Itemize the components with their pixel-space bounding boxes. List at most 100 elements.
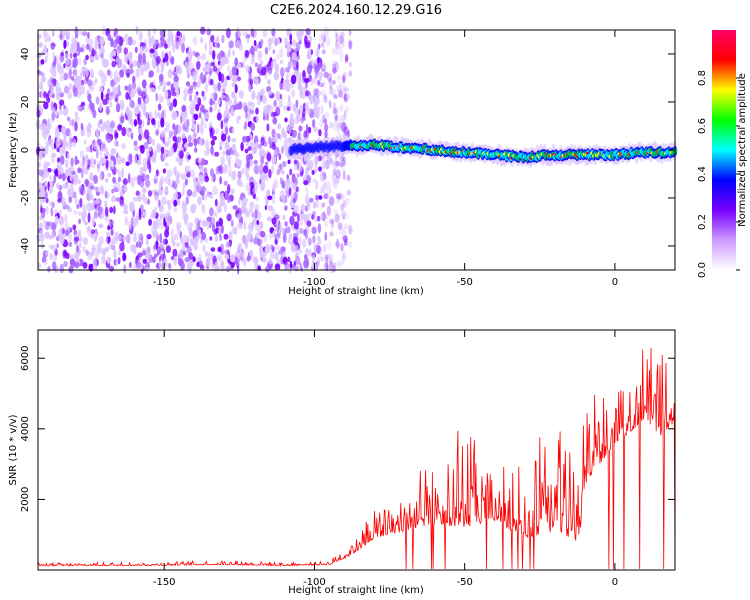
noise-blob	[192, 256, 196, 263]
noise-blob	[317, 223, 322, 234]
noise-blob	[132, 75, 136, 84]
noise-blob	[335, 161, 340, 167]
noise-blob	[72, 52, 78, 58]
noise-blob	[214, 198, 218, 207]
noise-blob	[105, 159, 109, 170]
noise-blob	[317, 235, 321, 242]
noise-blob	[132, 39, 137, 46]
noise-blob	[321, 42, 324, 48]
noise-blob	[72, 138, 77, 148]
noise-blob	[341, 254, 347, 261]
noise-blob	[229, 254, 236, 263]
noise-blob	[284, 36, 288, 46]
noise-blob	[342, 71, 346, 80]
noise-blob	[260, 38, 264, 46]
noise-blob	[348, 224, 353, 235]
noise-blob	[44, 251, 49, 256]
noise-blob	[232, 77, 238, 83]
noise-blob	[175, 179, 181, 185]
noise-blob	[54, 208, 58, 215]
noise-blob	[340, 163, 346, 171]
noise-blob	[337, 223, 343, 228]
noise-blob	[219, 164, 223, 175]
noise-blob	[236, 213, 241, 220]
noise-blob	[332, 179, 337, 185]
noise-blob	[98, 184, 104, 193]
noise-blob	[321, 49, 326, 55]
noise-blob	[198, 253, 202, 262]
noise-blob	[81, 168, 84, 179]
noise-blob	[252, 187, 258, 195]
noise-blob	[192, 122, 196, 131]
noise-blob	[139, 204, 144, 211]
noise-blob	[280, 246, 286, 253]
noise-blob	[288, 124, 292, 134]
noise-blob	[263, 105, 268, 114]
noise-blob	[266, 152, 272, 162]
noise-blob	[68, 83, 72, 91]
noise-blob	[212, 135, 218, 141]
noise-blob	[208, 44, 213, 52]
noise-blob	[172, 248, 178, 258]
noise-blob	[300, 30, 305, 36]
noise-blob	[346, 189, 351, 196]
noise-blob	[335, 193, 341, 200]
noise-blob	[162, 57, 166, 63]
noise-blob	[280, 67, 285, 78]
noise-blob	[82, 262, 88, 269]
noise-blob	[328, 196, 335, 206]
noise-blob	[124, 54, 128, 64]
noise-blob	[273, 99, 277, 107]
noise-blob	[122, 65, 127, 72]
noise-blob	[61, 196, 66, 207]
noise-blob	[50, 100, 54, 110]
noise-blob	[128, 155, 133, 165]
noise-blob	[123, 264, 127, 274]
noise-blob	[247, 230, 253, 237]
noise-blob	[242, 234, 247, 245]
noise-blob	[311, 226, 317, 235]
noise-blob	[180, 236, 184, 245]
noise-blob	[329, 157, 333, 165]
noise-blob	[293, 221, 299, 230]
noise-blob	[291, 51, 297, 61]
noise-blob	[170, 228, 174, 238]
noise-blob	[99, 85, 103, 93]
noise-blob	[336, 238, 340, 249]
noise-blob	[186, 245, 192, 254]
noise-blob	[165, 245, 172, 254]
noise-blob	[235, 40, 241, 48]
noise-blob	[260, 155, 264, 166]
noise-blob	[44, 55, 48, 64]
noise-blob	[248, 222, 254, 230]
noise-blob	[65, 252, 70, 259]
noise-blob	[63, 72, 69, 81]
noise-blob	[93, 174, 98, 184]
noise-blob	[298, 162, 303, 173]
noise-blob	[56, 90, 60, 101]
noise-blob	[318, 129, 322, 137]
noise-blob	[235, 152, 240, 158]
noise-blob	[68, 207, 72, 213]
noise-blob	[255, 141, 259, 149]
noise-blob	[95, 191, 100, 196]
noise-blob	[319, 119, 324, 128]
noise-blob	[341, 259, 345, 265]
noise-blob	[224, 94, 230, 103]
noise-blob	[156, 55, 161, 64]
noise-blob	[302, 86, 307, 92]
noise-blob	[334, 241, 340, 248]
noise-blob	[225, 149, 231, 156]
noise-blob	[121, 167, 124, 178]
noise-blob	[157, 112, 161, 117]
noise-blob	[146, 233, 152, 240]
noise-blob	[61, 29, 67, 36]
noise-blob	[143, 129, 150, 140]
noise-blob	[173, 207, 178, 213]
noise-blob	[228, 158, 231, 168]
noise-blob	[344, 105, 350, 113]
noise-blob	[128, 173, 131, 184]
noise-blob	[157, 103, 162, 111]
noise-blob	[103, 147, 108, 152]
noise-blob	[296, 173, 300, 178]
